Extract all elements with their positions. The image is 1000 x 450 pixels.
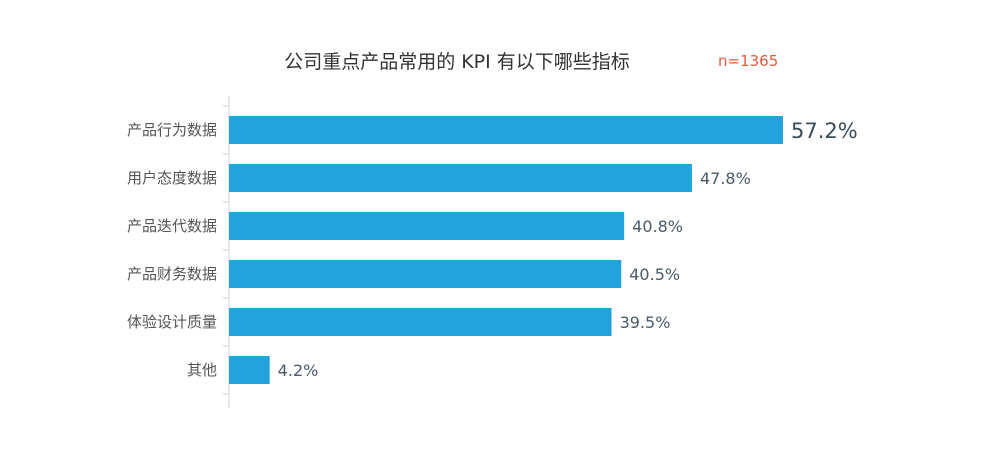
- value-label: 40.8%: [632, 217, 683, 236]
- category-label: 体验设计质量: [127, 313, 217, 331]
- sample-size-label: n=1365: [718, 52, 778, 70]
- bar: [229, 212, 625, 240]
- bar: [229, 356, 270, 384]
- value-label: 47.8%: [700, 169, 751, 188]
- value-label: 4.2%: [278, 361, 319, 380]
- bar: [229, 308, 612, 336]
- value-labels: 57.2% 47.8% 40.8% 40.5% 39.5% 4.2%: [278, 119, 858, 380]
- value-label: 39.5%: [620, 313, 671, 332]
- category-label: 产品迭代数据: [127, 217, 217, 235]
- value-label: 57.2%: [791, 119, 858, 143]
- chart-title: 公司重点产品常用的 KPI 有以下哪些指标: [284, 51, 630, 73]
- category-axis: [223, 96, 230, 408]
- category-label: 产品财务数据: [127, 265, 217, 283]
- category-label: 产品行为数据: [127, 121, 217, 139]
- value-label: 40.5%: [629, 265, 680, 284]
- bar: [229, 260, 622, 288]
- category-label: 用户态度数据: [127, 169, 217, 187]
- bar: [229, 164, 692, 192]
- bar: [229, 116, 783, 144]
- bars: [229, 116, 783, 384]
- category-label: 其他: [187, 361, 217, 379]
